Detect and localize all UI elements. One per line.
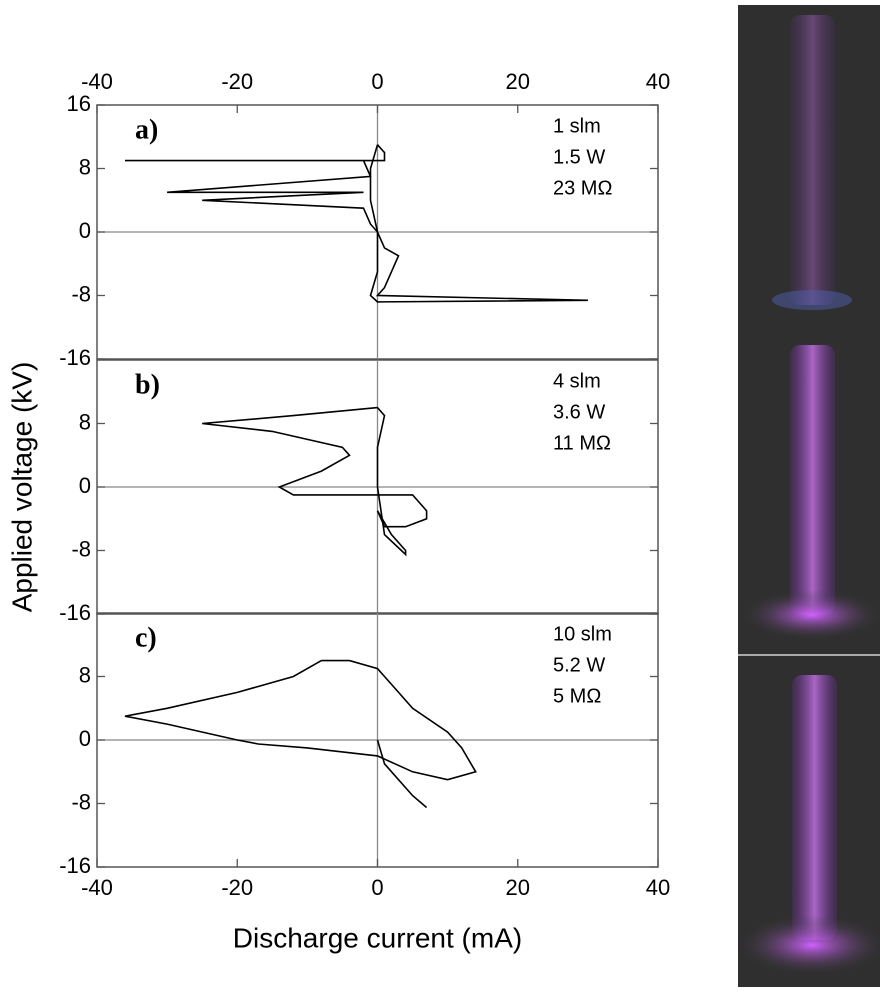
y-tick-label: 0 — [79, 473, 91, 498]
panel-label: c) — [135, 622, 157, 653]
data-line — [202, 406, 428, 557]
y-tick-label: 8 — [79, 409, 91, 434]
x-axis-label: Discharge current (mA) — [233, 922, 522, 953]
x-tick-label: 20 — [506, 875, 530, 900]
annotation: 4 slm — [553, 370, 601, 392]
y-tick-label: 8 — [79, 662, 91, 687]
x-tick-label: 20 — [506, 69, 530, 94]
x-tick-label: -40 — [81, 69, 113, 94]
x-tick-label: 0 — [371, 875, 383, 900]
data-line — [125, 144, 588, 303]
y-axis-label: Applied voltage (kV) — [6, 362, 37, 613]
y-tick-label: -8 — [71, 789, 91, 814]
annotation: 5 MΩ — [553, 685, 601, 707]
y-tick-label: -16 — [59, 853, 91, 878]
x-tick-label: -20 — [221, 875, 253, 900]
y-tick-label: 0 — [79, 726, 91, 751]
annotation: 10 slm — [553, 623, 612, 645]
panel-label: a) — [135, 114, 158, 145]
annotation: 23 MΩ — [553, 177, 612, 199]
photos — [737, 5, 880, 987]
annotation: 3.6 W — [553, 401, 605, 423]
x-tick-label: 40 — [646, 69, 670, 94]
y-tick-label: 8 — [79, 154, 91, 179]
y-tick-label: 0 — [79, 218, 91, 243]
data-line — [124, 659, 477, 809]
x-tick-label: -40 — [81, 875, 113, 900]
x-tick-label: 0 — [371, 69, 383, 94]
x-tick-label: -20 — [221, 69, 253, 94]
x-tick-label: 40 — [646, 875, 670, 900]
y-tick-label: -16 — [59, 600, 91, 625]
y-tick-label: -8 — [71, 281, 91, 306]
y-tick-label: 16 — [67, 91, 91, 116]
annotation: 1.5 W — [553, 146, 605, 168]
y-tick-label: -16 — [59, 345, 91, 370]
y-tick-label: -8 — [71, 536, 91, 561]
panel-label: b) — [135, 369, 160, 400]
annotation: 1 slm — [553, 115, 601, 137]
annotation: 5.2 W — [553, 654, 605, 676]
annotation: 11 MΩ — [553, 432, 611, 454]
